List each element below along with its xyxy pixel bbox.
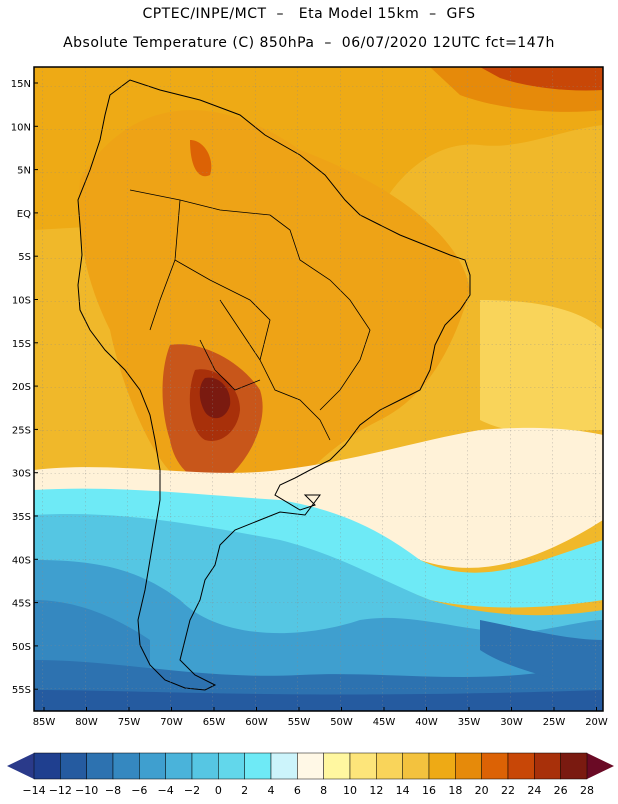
colorbar-label: 12: [369, 784, 383, 797]
colorbar-label: 6: [294, 784, 301, 797]
colorbar-label: −8: [105, 784, 121, 797]
colorbar-swatch: [33, 752, 61, 780]
lat-label-5s: 5S: [18, 252, 31, 263]
lon-label-65w: 65W: [203, 717, 226, 728]
lon-label-85w: 85W: [33, 717, 56, 728]
colorbar-swatch: [455, 752, 482, 780]
colorbar-label: −4: [158, 784, 174, 797]
lon-label-60w: 60W: [245, 717, 268, 728]
lon-label-20w: 20W: [585, 717, 608, 728]
lon-label-35w: 35W: [458, 717, 481, 728]
colorbar-swatch: [376, 752, 403, 780]
colorbar: −14 −12 −10 −8 −6 −4 −2 0 2 4 6 8 10 12 14 16 18 20 22 24 26…: [7, 752, 614, 797]
map-title-line1: CPTEC/INPE/MCT – Eta Model 15km – GFS: [142, 6, 476, 22]
lon-label-80w: 80W: [75, 717, 98, 728]
colorbar-label: 24: [527, 784, 541, 797]
colorbar-swatch: [323, 752, 351, 780]
colorbar-label: 26: [554, 784, 568, 797]
lon-label-50w: 50W: [330, 717, 353, 728]
lon-label-70w: 70W: [160, 717, 183, 728]
colorbar-label: 2: [241, 784, 248, 797]
colorbar-label: 22: [501, 784, 515, 797]
graticule: [34, 67, 603, 711]
colorbar-label: 0: [215, 784, 222, 797]
lon-label-75w: 75W: [118, 717, 141, 728]
lat-label-15s: 15S: [12, 339, 31, 350]
lat-label-25s: 25S: [12, 425, 31, 436]
colorbar-label: 4: [268, 784, 275, 797]
lat-label-10n: 10N: [11, 122, 31, 133]
colorbar-swatch: [297, 752, 324, 780]
colorbar-label: −10: [75, 784, 98, 797]
map-frame: [33, 66, 604, 712]
colorbar-swatch: [560, 752, 588, 780]
latitude-axis: 15N 10N 5N EQ 5S 10S 15S 20S 25S 30S 35S 40S 45S 50S 5…: [11, 79, 38, 696]
colorbar-label: −6: [131, 784, 147, 797]
lat-label-55s: 55S: [12, 685, 31, 696]
lat-label-15n: 15N: [11, 79, 31, 90]
colorbar-swatch: [481, 752, 509, 780]
colorbar-label: 20: [475, 784, 489, 797]
colorbar-swatch: [60, 752, 87, 780]
lon-label-45w: 45W: [373, 717, 396, 728]
colorbar-swatch: [244, 752, 272, 780]
temperature-field: [34, 67, 603, 711]
colorbar-swatch: [270, 752, 298, 780]
lon-label-55w: 55W: [288, 717, 311, 728]
colorbar-label: −2: [184, 784, 200, 797]
colorbar-swatch: [218, 752, 245, 780]
colorbar-label: 18: [448, 784, 462, 797]
colorbar-arrow-left: [7, 753, 34, 779]
lat-label-35s: 35S: [12, 512, 31, 523]
colorbar-label: −12: [49, 784, 72, 797]
lat-label-45s: 45S: [12, 599, 31, 610]
colorbar-label: 16: [422, 784, 436, 797]
lon-label-25w: 25W: [543, 717, 566, 728]
lat-label-20s: 20S: [12, 382, 31, 393]
colorbar-swatch: [139, 752, 166, 780]
lat-label-50s: 50S: [12, 642, 31, 653]
lat-label-eq: EQ: [17, 209, 31, 220]
lon-label-40w: 40W: [415, 717, 438, 728]
colorbar-label: 14: [396, 784, 410, 797]
lon-label-30w: 30W: [500, 717, 523, 728]
longitude-axis: 85W 80W 75W 70W 65W 60W 55W 50W 45W 40W 35W 30W 25W 2…: [33, 707, 608, 728]
colorbar-swatch: [507, 752, 535, 780]
colorbar-swatch: [191, 752, 219, 780]
map-title-line2: Absolute Temperature (C) 850hPa – 06/07/…: [63, 35, 555, 51]
colorbar-swatch: [86, 752, 114, 780]
colorbar-swatch: [349, 752, 377, 780]
colorbar-swatch: [428, 752, 456, 780]
colorbar-label: 8: [320, 784, 327, 797]
colorbar-swatch: [402, 752, 430, 780]
colorbar-label: 10: [343, 784, 357, 797]
colorbar-swatch: [165, 752, 193, 780]
lat-label-40s: 40S: [12, 555, 31, 566]
lat-label-5n: 5N: [17, 166, 31, 177]
lat-label-10s: 10S: [12, 296, 31, 307]
colorbar-label: −14: [22, 784, 45, 797]
colorbar-arrow-right: [587, 753, 614, 779]
colorbar-swatch: [534, 752, 561, 780]
lat-label-30s: 30S: [12, 469, 31, 480]
colorbar-swatch: [112, 752, 140, 780]
colorbar-label: 28: [580, 784, 594, 797]
